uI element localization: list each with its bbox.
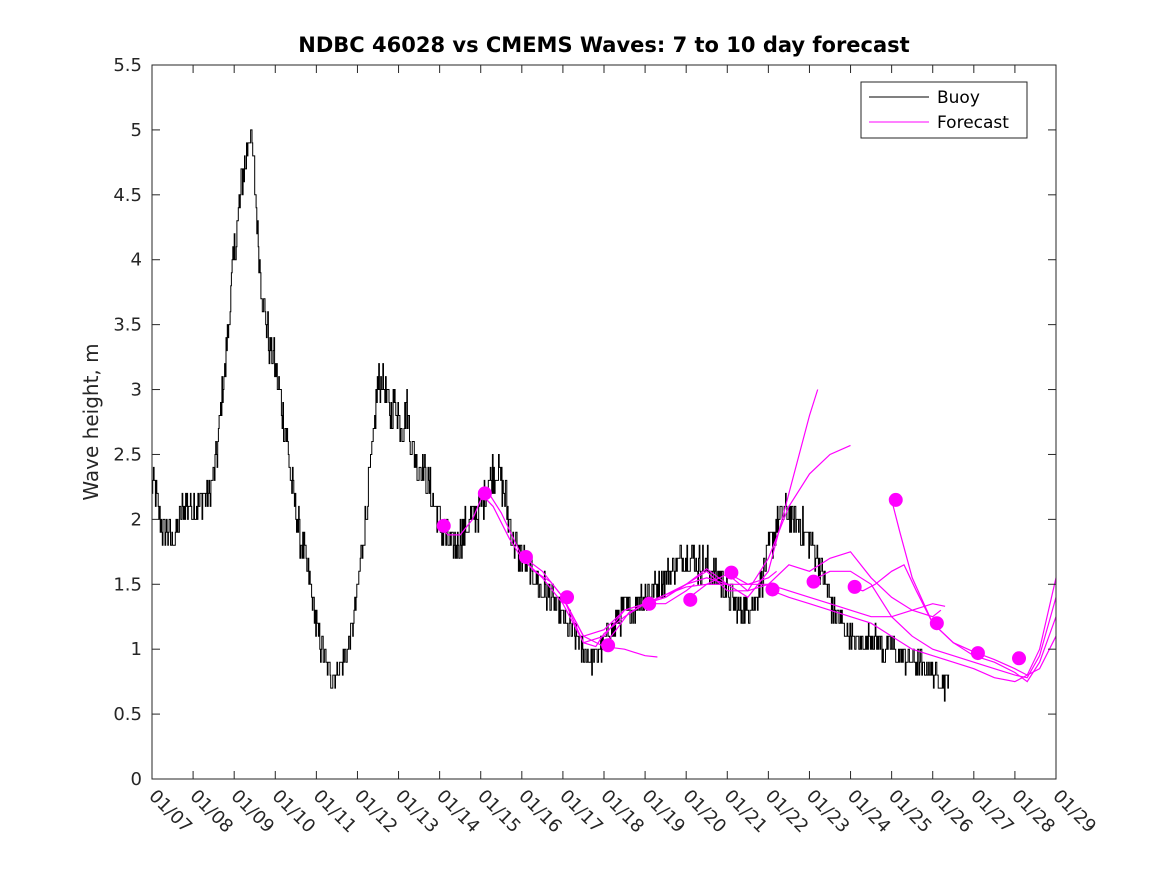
x-tick-label: 01/27 [966,786,1018,838]
forecast-line [809,570,1057,679]
forecast-line [768,577,1057,683]
y-tick-label: 0 [131,769,142,790]
x-tick-label: 01/17 [555,786,607,838]
x-tick-label: 01/22 [761,786,813,838]
y-tick-label: 3 [131,380,142,401]
x-tick-label: 01/13 [391,786,443,838]
y-tick-label: 2.5 [113,444,142,465]
x-tick-label: 01/16 [514,786,566,838]
x-tick-label: 01/21 [720,786,772,838]
x-tick-label: 01/07 [144,786,196,838]
x-tick-label: 01/10 [268,786,320,838]
x-tick-label: 01/26 [925,786,977,838]
x-tick-label: 01/11 [309,786,361,838]
forecast-marker [970,646,985,661]
forecast-marker [683,592,698,607]
x-tick-label: 01/14 [432,786,484,838]
x-tick-label: 01/15 [473,786,525,838]
x-tick-label: 01/28 [1007,786,1059,838]
y-axis-label: Wave height, m [79,343,103,500]
buoy-line [151,129,950,702]
x-tick-label: 01/25 [884,786,936,838]
forecast-line [727,572,946,618]
forecast-marker [518,550,533,565]
x-tick-label: 01/29 [1048,786,1100,838]
y-tick-label: 5 [131,120,142,141]
forecast-marker [806,574,821,589]
legend-forecast-label: Forecast [937,113,1009,133]
x-tick-label: 01/18 [596,786,648,838]
x-tick-label: 01/19 [638,786,690,838]
x-tick-label: 01/09 [227,786,279,838]
y-tick-label: 4.5 [113,185,142,206]
forecast-marker [436,518,451,533]
forecast-marker [477,486,492,501]
forecast-marker [724,565,739,580]
forecast-marker [1012,651,1027,666]
x-tick-label: 01/20 [679,786,731,838]
forecast-marker [765,582,780,597]
legend-buoy-label: Buoy [937,88,980,108]
marker-layer [436,486,1027,666]
legend-box [860,81,1028,139]
y-tick-label: 5.5 [113,55,142,76]
y-tick-label: 2 [131,509,142,530]
y-tick-label: 0.5 [113,704,142,725]
x-tick-label: 01/23 [802,786,854,838]
x-tick-label: 01/12 [350,786,402,838]
chart-title: NDBC 46028 vs CMEMS Waves: 7 to 10 day f… [298,33,909,57]
forecast-marker [929,616,944,631]
forecast-marker [642,596,657,611]
legend: Buoy Forecast [860,81,1028,139]
y-tick-label: 1.5 [113,574,142,595]
forecast-marker [847,579,862,594]
y-tick-label: 1 [131,639,142,660]
plot-background [152,65,1056,779]
x-tick-label: 01/08 [186,786,238,838]
forecast-marker [560,590,575,605]
forecast-line [603,389,819,646]
forecast-marker [888,492,903,507]
x-tick-label: 01/24 [843,786,895,838]
y-tick-label: 3.5 [113,315,142,336]
y-tick-label: 4 [131,250,142,271]
forecast-marker [601,638,616,653]
